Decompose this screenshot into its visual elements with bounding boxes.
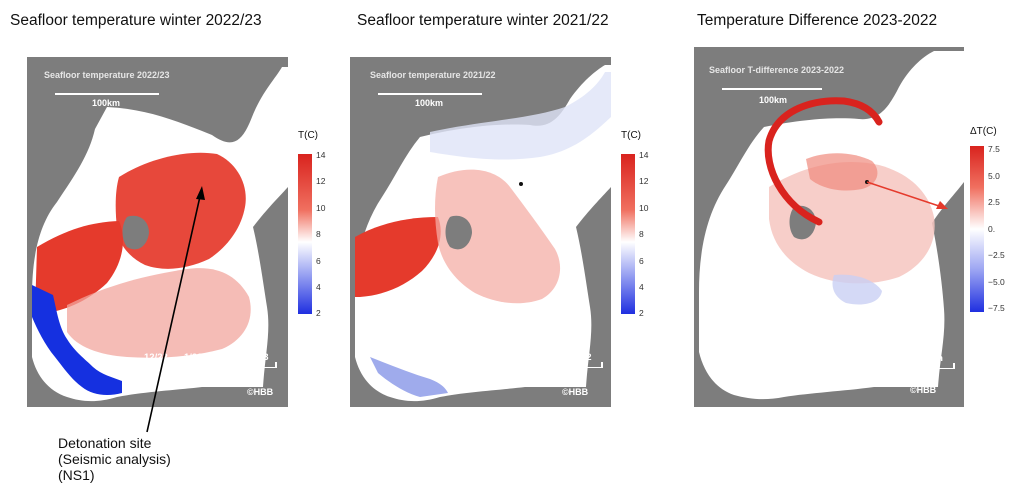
copyright: ©HBB bbox=[562, 387, 589, 397]
colorbar-tick: 8 bbox=[639, 229, 644, 239]
strong-positive-anomaly bbox=[806, 153, 878, 191]
scale-bar bbox=[722, 88, 822, 90]
timeline: Dec Jan Feb March bbox=[805, 353, 955, 374]
map-difference bbox=[699, 51, 964, 400]
scale-bar bbox=[378, 93, 482, 95]
copyright: ©HBB bbox=[910, 385, 937, 395]
colorbar-tick: −5.0 bbox=[988, 277, 1005, 287]
colorbar-tick: 2 bbox=[639, 308, 644, 318]
colorbar-tick: 0. bbox=[988, 224, 996, 234]
drift-arrowhead bbox=[936, 201, 948, 209]
scale-label: 100km bbox=[415, 98, 444, 108]
colorbar-unit: T(C) bbox=[298, 130, 318, 141]
colorbar-temperature-2021-22: T(C) 14 12 10 8 6 4 2 bbox=[621, 130, 661, 320]
panel-title-2021-22: Seafloor temperature winter 2021/22 bbox=[357, 12, 609, 29]
colorbar-tick: 8 bbox=[316, 229, 321, 239]
inset-title: Seafloor temperature 2021/22 bbox=[370, 70, 496, 80]
colorbar-unit: ΔT(C) bbox=[970, 126, 997, 137]
colorbar-tick: 4 bbox=[639, 282, 644, 292]
colorbar-gradient bbox=[298, 154, 312, 314]
timeline-label: 3/23 bbox=[250, 352, 269, 363]
timeline-label: 3/22 bbox=[573, 352, 592, 363]
timeline-label: Jan bbox=[852, 353, 869, 364]
timeline-label: March bbox=[915, 353, 943, 364]
annotation-line: (Seismic analysis) bbox=[58, 451, 171, 467]
positive-anomaly bbox=[769, 161, 935, 284]
map-panel-difference: Seafloor T-difference 2023-2022 100km De… bbox=[694, 47, 964, 407]
colorbar-temperature-2022-23: T(C) 14 12 10 8 6 4 2 bbox=[298, 130, 338, 320]
negative-anomaly bbox=[832, 274, 882, 305]
colorbar-tick: 14 bbox=[316, 150, 326, 160]
timeline: 12/21 1/22 2/22 3/22 bbox=[461, 352, 603, 373]
colorbar-gradient bbox=[970, 146, 984, 312]
map-2021-22 bbox=[355, 65, 611, 402]
island bbox=[445, 215, 472, 250]
warm-region-west bbox=[355, 217, 441, 297]
copyright: ©HBB bbox=[247, 387, 274, 397]
scale-bar bbox=[55, 93, 159, 95]
drift-arrow bbox=[866, 181, 943, 208]
timeline-label: 12/21 bbox=[468, 352, 492, 363]
panel-title-2022-23: Seafloor temperature winter 2022/23 bbox=[10, 12, 262, 29]
colorbar-gradient bbox=[621, 154, 635, 314]
annotation-line: (NS1) bbox=[58, 467, 95, 483]
timeline-label: Dec bbox=[818, 353, 836, 364]
colorbar-tick: 10 bbox=[316, 203, 326, 213]
colorbar-tick: 4 bbox=[316, 282, 321, 292]
colorbar-tick: 6 bbox=[316, 256, 321, 266]
warm-region-west bbox=[35, 221, 123, 313]
colorbar-tick: 6 bbox=[639, 256, 644, 266]
colorbar-tick: 2 bbox=[316, 308, 321, 318]
colorbar-unit: T(C) bbox=[621, 130, 641, 141]
colorbar-tick: 2.5 bbox=[988, 197, 1000, 207]
timeline-label: 1/23 bbox=[184, 352, 203, 363]
colorbar-tick: −2.5 bbox=[988, 250, 1005, 260]
island bbox=[122, 215, 149, 250]
scale-label: 100km bbox=[92, 98, 121, 108]
colorbar-tick: 14 bbox=[639, 150, 649, 160]
colorbar-tick: 10 bbox=[639, 203, 649, 213]
inset-title: Seafloor T-difference 2023-2022 bbox=[709, 65, 845, 75]
cold-coast bbox=[32, 285, 122, 395]
timeline-label: Feb bbox=[885, 353, 902, 364]
scale-label: 100km bbox=[759, 95, 788, 105]
timeline-label: 2/22 bbox=[538, 352, 557, 363]
site-marker bbox=[519, 182, 523, 186]
colorbar-tick: 7.5 bbox=[988, 144, 1000, 154]
detonation-annotation: Detonation site (Seismic analysis) (NS1) bbox=[58, 435, 171, 483]
colorbar-tick: 12 bbox=[316, 176, 326, 186]
colorbar-tick: −7.5 bbox=[988, 303, 1005, 313]
colorbar-tick: 12 bbox=[639, 176, 649, 186]
map-panel-2022-23: Seafloor temperature 2022/23 100km 12/22… bbox=[27, 57, 288, 407]
cool-band bbox=[430, 72, 611, 160]
colorbar-temperature-difference: ΔT(C) 7.5 5.0 2.5 0. −2.5 −5.0 −7.5 bbox=[970, 126, 1020, 321]
timeline: 12/22 1/23 2/23 3/23 bbox=[141, 352, 277, 373]
timeline-label: 12/22 bbox=[144, 352, 168, 363]
inset-title: Seafloor temperature 2022/23 bbox=[44, 70, 170, 80]
arc-annotation bbox=[764, 97, 883, 226]
panel-title-difference: Temperature Difference 2023-2022 bbox=[697, 12, 938, 29]
timeline-label: 1/22 bbox=[504, 352, 523, 363]
timeline-label: 2/23 bbox=[216, 352, 235, 363]
colorbar-tick: 5.0 bbox=[988, 171, 1000, 181]
mild-region bbox=[435, 169, 561, 304]
annotation-line: Detonation site bbox=[58, 435, 152, 451]
map-panel-2021-22: Seafloor temperature 2021/22 100km 12/21… bbox=[350, 57, 611, 407]
cool-coast bbox=[370, 357, 448, 397]
